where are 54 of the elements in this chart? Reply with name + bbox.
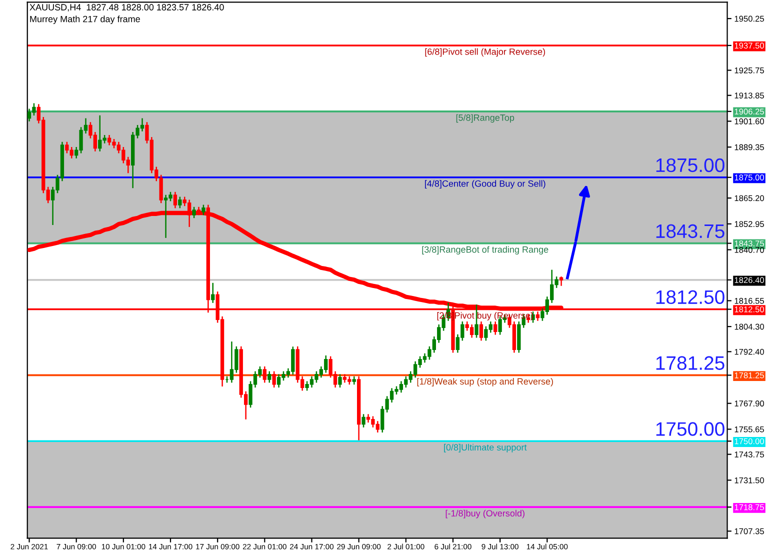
candlestick <box>479 320 484 342</box>
y-tick-label: 1755.65 <box>734 426 764 432</box>
annotation: 1843.75 <box>656 224 724 238</box>
y-tick-label: 1750.00 <box>734 438 764 444</box>
ref-line-label: [5/8]RangeTop <box>456 114 514 123</box>
ref-line-label: [0/8]Ultimate support <box>444 444 527 452</box>
candlestick <box>173 191 178 209</box>
y-tick-label: 1731.50 <box>734 477 764 484</box>
ref-line-label: [1/8]Weak sup (stop and Reverse) <box>417 378 553 386</box>
y-tick-label: 1875.00 <box>734 174 764 180</box>
y-tick-label: 1925.75 <box>734 67 764 74</box>
y-tick-label: 1767.90 <box>734 400 764 406</box>
y-tick-label: 1843.75 <box>734 240 764 246</box>
candlestick <box>559 276 564 287</box>
candlestick <box>470 324 474 338</box>
candlestick <box>202 204 206 216</box>
chart-title: XAUUSD,H4 1827.48 1828.00 1823.57 1826.40 <box>30 4 224 12</box>
y-tick-label: 1865.20 <box>734 195 764 202</box>
annotation: 1781.25 <box>656 356 724 370</box>
candlestick <box>262 366 266 384</box>
y-tick-label: 1804.30 <box>734 324 764 330</box>
candlestick <box>178 196 182 209</box>
y-tick-label: 1889.35 <box>734 144 764 150</box>
annotation: 1812.50 <box>656 290 724 304</box>
y-tick-label: 1937.50 <box>734 42 764 49</box>
text: Murrey Math 217 day frame <box>30 16 140 24</box>
y-tick-label: 1812.50 <box>734 306 764 312</box>
candlestick <box>272 370 276 388</box>
y-tick-label: 1901.60 <box>734 118 764 124</box>
ref-line-label: [6/8]Pivot sell (Major Reverse) <box>425 48 545 57</box>
candlestick <box>338 374 342 388</box>
y-tick-label: 1781.25 <box>734 372 764 378</box>
y-tick-label: 1950.25 <box>734 16 764 22</box>
ref-line-label: [-1/8]buy (Oversold) <box>446 510 524 518</box>
y-tick-label: 1913.85 <box>734 92 764 98</box>
y-tick-label: 1707.35 <box>734 528 764 534</box>
y-tick-label: 1852.95 <box>734 221 764 227</box>
ref-line-label: [4/8]Center (Good Buy or Sell) <box>425 180 546 189</box>
annotation: 1875.00 <box>656 158 724 172</box>
annotation: 1750.00 <box>656 422 724 436</box>
candlestick <box>268 370 272 384</box>
candlestick <box>362 413 366 428</box>
y-tick-label: 1906.25 <box>734 108 764 115</box>
y-tick-label: 1826.40 <box>734 277 764 284</box>
y-tick-label: 1743.75 <box>734 452 764 458</box>
y-tick-label: 1792.40 <box>734 348 764 355</box>
candlestick <box>192 206 196 219</box>
ref-line-label: [3/8]RangeBot of trading Range <box>422 246 548 254</box>
y-tick-label: 1816.55 <box>734 298 764 304</box>
candlestick <box>230 340 234 384</box>
candlestick <box>494 320 498 336</box>
candlestick <box>474 304 478 338</box>
candlestick <box>211 282 215 304</box>
y-tick-label: 1718.75 <box>734 504 764 510</box>
